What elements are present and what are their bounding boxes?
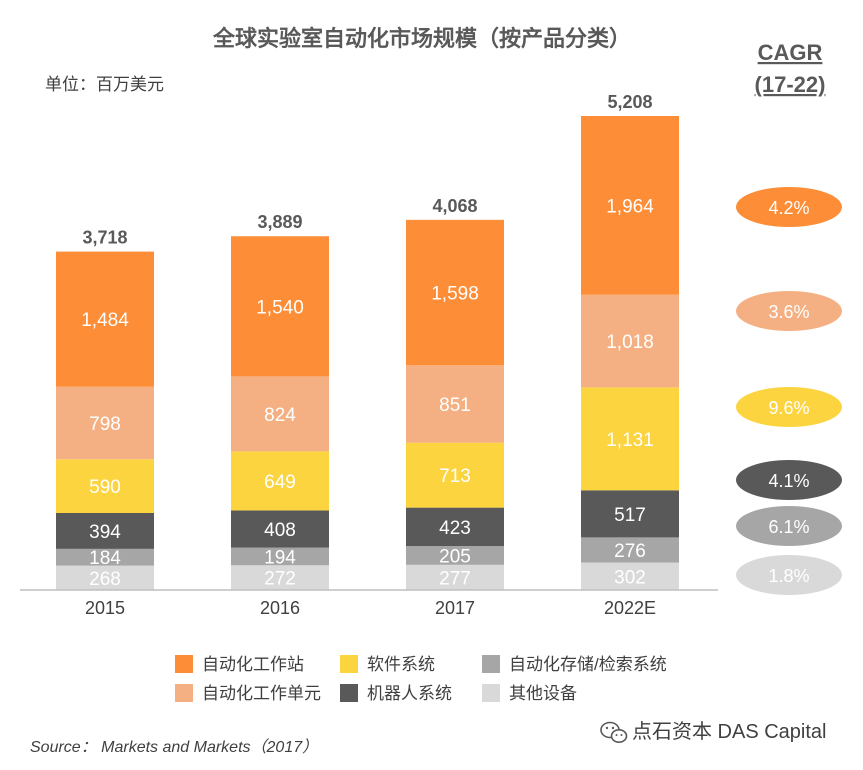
segment-label-2015-0: 268 xyxy=(89,569,121,590)
cagr-value-2: 9.6% xyxy=(768,398,809,418)
segment-label-2015-2: 394 xyxy=(89,522,121,543)
watermark-text: 点石资本 DAS Capital xyxy=(632,720,827,743)
bar-segment-2017-1 xyxy=(406,546,504,565)
bar-segment-2022E-0 xyxy=(581,562,679,590)
segment-label-2017-2: 423 xyxy=(439,518,471,539)
bar-segment-2016-3 xyxy=(231,451,329,511)
bar-segment-2017-4 xyxy=(406,365,504,443)
bar-segment-2016-0 xyxy=(231,565,329,590)
legend-swatch-3 xyxy=(175,684,193,702)
segment-label-2022E-0: 302 xyxy=(614,567,646,588)
bar-segment-2022E-3 xyxy=(581,387,679,491)
legend-label-1: 软件系统 xyxy=(367,655,435,674)
cagr-value-3: 4.1% xyxy=(768,471,809,491)
bar-segment-2015-3 xyxy=(56,459,154,514)
segment-label-2016-5: 1,540 xyxy=(256,297,304,318)
bar-segment-2022E-1 xyxy=(581,537,679,563)
watermark: 点石资本 DAS Capital xyxy=(600,720,827,743)
cagr-pill-4 xyxy=(736,506,842,546)
x-tick-2016: 2016 xyxy=(260,598,300,618)
cagr-pill-0 xyxy=(736,187,842,227)
segment-label-2022E-1: 276 xyxy=(614,541,646,562)
cagr-pill-3 xyxy=(736,460,842,500)
bar-segment-2015-0 xyxy=(56,565,154,590)
segment-label-2015-5: 1,484 xyxy=(81,310,129,331)
segment-label-2016-4: 824 xyxy=(264,405,296,426)
segment-label-2017-4: 851 xyxy=(439,395,471,416)
segment-label-2016-3: 649 xyxy=(264,472,296,493)
segment-label-2017-1: 205 xyxy=(439,546,471,567)
legend-label-0: 自动化工作站 xyxy=(202,655,304,674)
bar-segment-2015-2 xyxy=(56,513,154,549)
segment-label-2015-4: 798 xyxy=(89,414,121,435)
cagr-period: (17-22) xyxy=(755,72,826,97)
segment-label-2016-1: 194 xyxy=(264,547,296,568)
total-label-2016: 3,889 xyxy=(257,212,302,232)
segment-label-2017-3: 713 xyxy=(439,466,471,487)
x-tick-2022E: 2022E xyxy=(604,598,656,618)
segment-label-2015-1: 184 xyxy=(89,548,121,569)
bar-segment-2017-0 xyxy=(406,564,504,590)
cagr-header: CAGR xyxy=(758,40,823,65)
wechat-icon xyxy=(600,721,628,743)
cagr-pill-5 xyxy=(736,555,842,595)
segment-label-2016-2: 408 xyxy=(264,520,296,541)
segment-label-2017-0: 277 xyxy=(439,568,471,589)
legend-swatch-4 xyxy=(340,684,358,702)
legend-label-3: 自动化工作单元 xyxy=(202,684,321,703)
cagr-column: 4.2% 3.6% 9.6% 4.1% 6.1% 1.8% xyxy=(736,187,842,595)
bar-segment-2015-4 xyxy=(56,386,154,460)
legend-label-4: 机器人系统 xyxy=(367,684,452,703)
bar-segment-2017-3 xyxy=(406,442,504,508)
cagr-value-0: 4.2% xyxy=(768,198,809,218)
bar-segment-2016-4 xyxy=(231,376,329,452)
x-tick-2017: 2017 xyxy=(435,598,475,618)
bar-segment-2016-5 xyxy=(231,236,329,377)
bar-segment-2015-1 xyxy=(56,548,154,566)
cagr-value-4: 6.1% xyxy=(768,517,809,537)
segment-label-2022E-3: 1,131 xyxy=(606,430,654,451)
legend-swatch-0 xyxy=(175,655,193,673)
legend-label-2: 自动化存储/检索系统 xyxy=(509,655,667,674)
x-tick-2015: 2015 xyxy=(85,598,125,618)
legend-swatch-1 xyxy=(340,655,358,673)
bar-segment-2015-5 xyxy=(56,251,154,387)
segment-label-2015-3: 590 xyxy=(89,477,121,498)
segment-label-2016-0: 272 xyxy=(264,569,296,590)
segment-label-2022E-2: 517 xyxy=(614,505,646,526)
cagr-value-5: 1.8% xyxy=(768,566,809,586)
bar-segment-2022E-4 xyxy=(581,294,679,388)
cagr-pill-1 xyxy=(736,291,842,331)
cagr-value-1: 3.6% xyxy=(768,302,809,322)
segment-label-2022E-4: 1,018 xyxy=(606,332,654,353)
unit-label: 单位：百万美元 xyxy=(45,75,164,94)
cagr-pill-2 xyxy=(736,387,842,427)
bar-segment-2022E-2 xyxy=(581,490,679,538)
segment-label-2017-5: 1,598 xyxy=(431,284,479,305)
bar-segment-2022E-5 xyxy=(581,116,679,295)
bar-segment-2016-1 xyxy=(231,547,329,566)
legend-swatch-5 xyxy=(482,684,500,702)
segment-label-2022E-5: 1,964 xyxy=(606,196,654,217)
source-note: Source： Markets and Markets（2017） xyxy=(30,738,318,756)
x-ticks: 2015 2016 2017 2022E xyxy=(85,598,656,618)
chart-title: 全球实验室自动化市场规模（按产品分类） xyxy=(212,26,631,51)
total-label-2015: 3,718 xyxy=(82,228,127,248)
legend-label-5: 其他设备 xyxy=(509,684,577,703)
total-label-2022E: 5,208 xyxy=(607,92,652,112)
bar-segment-2017-5 xyxy=(406,219,504,366)
bar-segment-2016-2 xyxy=(231,510,329,548)
bar-segment-2017-2 xyxy=(406,507,504,547)
legend-swatch-2 xyxy=(482,655,500,673)
total-label-2017: 4,068 xyxy=(432,196,477,216)
